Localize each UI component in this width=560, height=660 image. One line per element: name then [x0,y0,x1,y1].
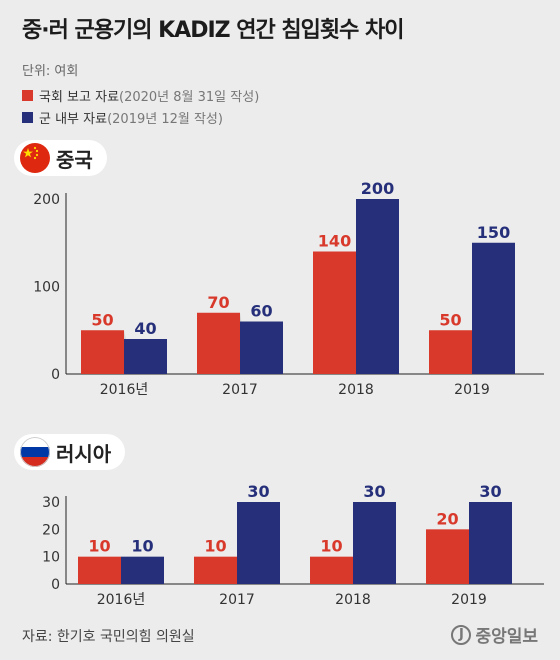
panel-header-russia: 러시아 [14,434,126,470]
bar-value-label: 20 [436,509,458,528]
bar [313,251,356,374]
china-bar-chart: 0 100 200 50 40 2016년 70 60 2017 140 200 2018 50 150 2… [33,179,544,398]
x-tick-label: 2019 [454,382,490,398]
legend-swatch-red [22,90,33,101]
bar-value-label: 70 [207,293,229,312]
x-tick-label: 2018 [338,382,374,398]
bar-value-label: 10 [131,537,153,556]
russia-flag-icon [20,437,50,467]
joongang-logo-icon: J [451,624,472,645]
bar-value-label: 10 [88,537,110,556]
panel-title: 중국 [56,147,93,172]
bar-value-label: 30 [363,482,385,501]
x-tick-label: 2016년 [100,382,149,398]
y-tick-label: 100 [33,280,60,296]
bar [197,312,240,374]
publisher-logo: J 중앙일보 [451,622,538,647]
bar [124,339,167,374]
y-tick-label: 200 [33,192,60,208]
bar [237,502,280,584]
bar [353,502,396,584]
chart-title: 중·러 군용기의 KADIZ 연간 침입횟수 차이 [22,18,404,43]
legend-label: 군 내부 자료 [39,112,108,127]
bar-value-label: 50 [439,310,461,329]
bar [426,529,469,584]
bar-value-label: 200 [361,179,394,198]
bar-value-label: 30 [479,482,501,501]
panel-title: 러시아 [56,441,112,466]
legend-note: (2020년 8월 31일 작성) [119,90,260,105]
bar [194,556,237,584]
bar-value-label: 10 [320,537,342,556]
y-tick-label: 10 [42,550,60,566]
bar-value-label: 150 [477,223,510,242]
bar [81,330,124,374]
bar-value-label: 140 [318,232,351,251]
bar [469,502,512,584]
bar-value-label: 60 [250,302,272,321]
bar-value-label: 50 [91,310,113,329]
unit-label: 단위: 여회 [22,64,79,79]
logo-text: 중앙일보 [475,627,538,647]
y-tick-label: 0 [51,577,60,593]
x-tick-label: 2017 [222,382,258,398]
bar [356,199,399,374]
bar [472,242,515,374]
bar-value-label: 30 [247,482,269,501]
y-tick-label: 30 [42,495,60,511]
legend-note: (2019년 12월 작성) [107,112,223,127]
china-flag-icon [20,143,50,173]
legend-item-assembly: 국회 보고 자료 (2020년 8월 31일 작성) [22,86,259,105]
bar [429,330,472,374]
legend-swatch-navy [22,112,33,123]
x-tick-label: 2016년 [97,592,146,608]
panel-header-china: 중국 [14,140,107,176]
x-tick-label: 2018 [335,592,371,608]
x-tick-label: 2017 [219,592,255,608]
bar [78,556,121,584]
legend-label: 국회 보고 자료 [39,90,120,105]
legend-item-military: 군 내부 자료 (2019년 12월 작성) [22,108,223,127]
y-tick-label: 20 [42,522,60,538]
bar [310,556,353,584]
bar [121,556,164,584]
bar [240,321,283,374]
x-tick-label: 2019 [451,592,487,608]
y-tick-label: 0 [51,367,60,383]
source-note: 자료: 한기호 국민의힘 의원실 [22,629,195,645]
bar-value-label: 10 [204,537,226,556]
bar-value-label: 40 [134,319,156,338]
russia-bar-chart: 0 10 20 30 10 10 2016년 10 30 2017 10 30 2018 20 30 2019 [42,482,544,608]
